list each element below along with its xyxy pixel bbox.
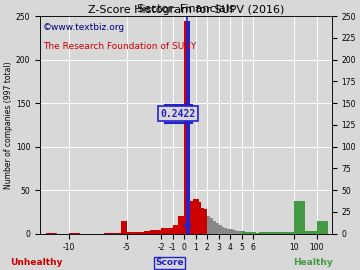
Bar [225,228,228,234]
Bar [104,233,115,234]
Bar [222,227,225,234]
Bar [248,232,251,234]
Bar [259,232,265,234]
Bar [204,209,207,234]
Bar [265,232,276,234]
Text: ©www.textbiz.org: ©www.textbiz.org [43,23,125,32]
Text: Healthy: Healthy [293,258,333,267]
Bar [150,230,156,234]
Bar [196,199,199,234]
Bar [187,21,190,234]
Bar [276,232,288,234]
Bar [294,201,305,234]
Y-axis label: Number of companies (997 total): Number of companies (997 total) [4,61,13,189]
Bar [121,221,127,234]
Bar [251,232,253,234]
Bar [144,231,150,234]
Bar [115,233,121,234]
Bar [193,199,196,234]
Bar [69,233,81,234]
Bar [199,202,202,234]
Bar [167,228,173,234]
Bar [138,232,144,234]
Bar [230,229,233,234]
Bar [216,223,219,234]
Bar [317,221,328,234]
Bar [256,233,259,234]
Bar [219,225,222,234]
Bar [242,231,245,234]
Bar [190,201,193,234]
Bar [127,232,132,234]
Bar [173,225,179,234]
Text: 0.2422: 0.2422 [161,109,196,119]
Bar [184,21,187,234]
Bar [132,232,138,234]
Text: The Research Foundation of SUNY: The Research Foundation of SUNY [43,42,197,51]
Text: Score: Score [155,258,184,267]
Title: Z-Score Histogram for SUPV (2016): Z-Score Histogram for SUPV (2016) [88,5,284,15]
Bar [245,232,248,234]
Bar [305,231,323,234]
Bar [236,231,239,234]
Bar [179,216,184,234]
Text: Unhealthy: Unhealthy [10,258,62,267]
Bar [46,233,58,234]
Bar [202,208,204,234]
Bar [228,229,230,234]
Bar [213,221,216,234]
Bar [253,232,256,234]
Text: Sector: Financials: Sector: Financials [137,4,235,14]
Bar [239,231,242,234]
Bar [207,216,210,234]
Bar [288,232,294,234]
Bar [233,230,236,234]
Bar [156,230,161,234]
Bar [161,228,167,234]
Bar [210,218,213,234]
